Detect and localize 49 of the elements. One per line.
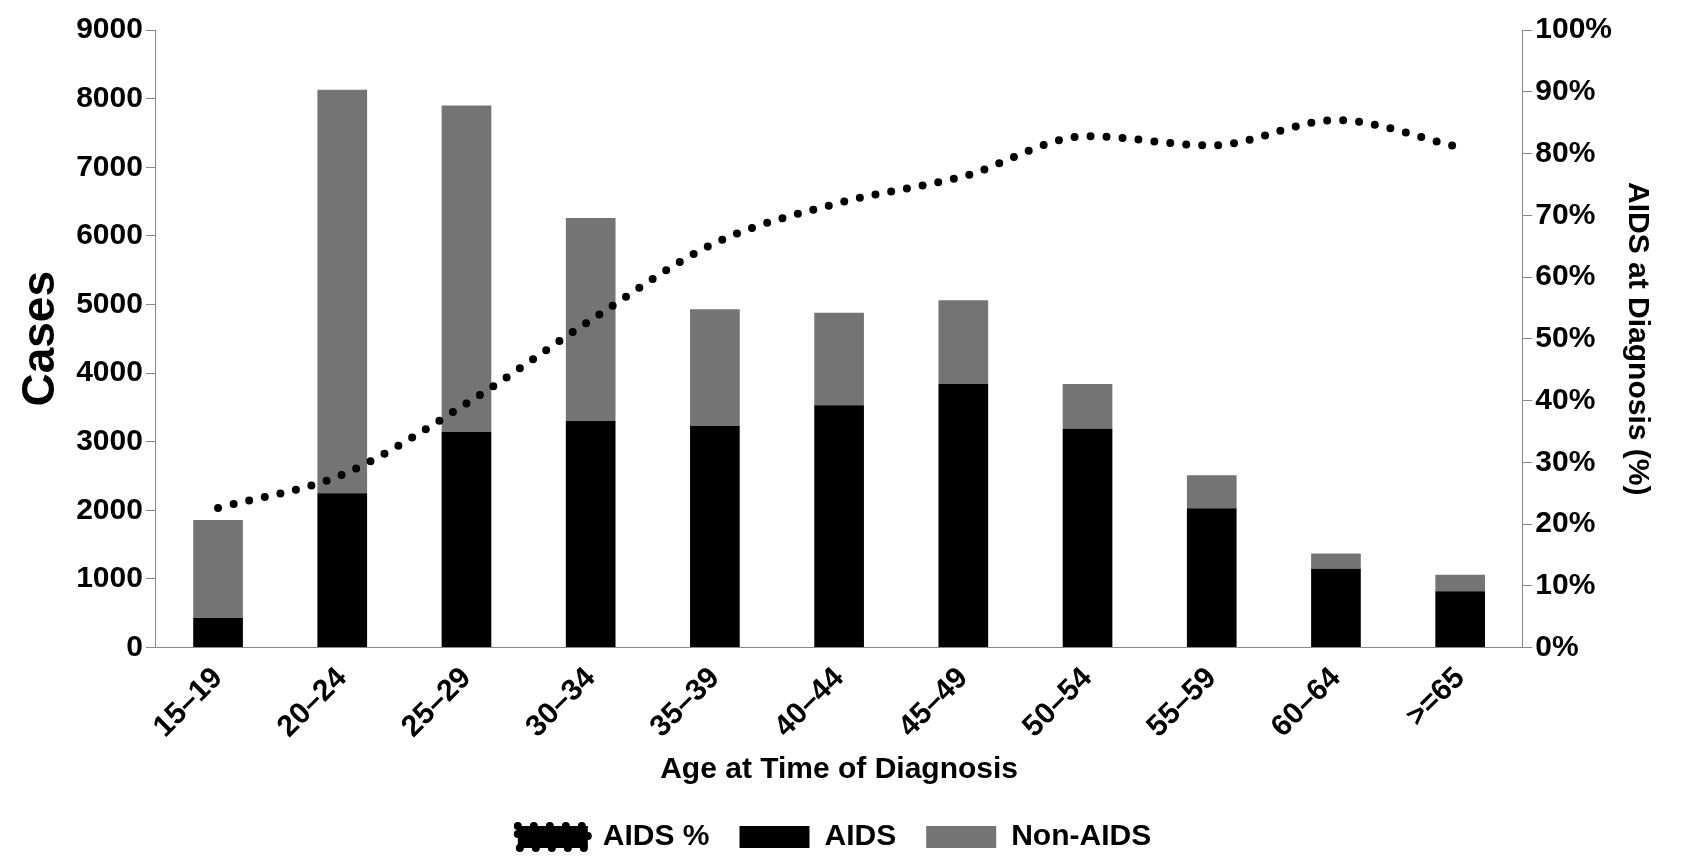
y2-tick-label: 0%: [1535, 628, 1579, 662]
bar: [1062, 428, 1113, 648]
y2-tick-label: 20%: [1535, 505, 1596, 539]
y-axis-title: Cases: [12, 271, 65, 407]
bar: [317, 493, 368, 648]
bar: [1435, 574, 1486, 592]
y-tick-label: 8000: [76, 79, 143, 113]
bar: [441, 105, 492, 433]
y-tick-label: 2000: [76, 491, 143, 525]
bar: [690, 309, 740, 426]
y2-tick-label: 60%: [1535, 258, 1596, 292]
legend-label: AIDS: [824, 818, 897, 852]
bar: [938, 384, 989, 648]
bar: [565, 421, 616, 648]
bar: [690, 425, 740, 648]
bar: [1062, 384, 1113, 429]
bar: [1186, 475, 1237, 509]
bar: [1186, 508, 1237, 648]
y2-tick-label: 10%: [1535, 567, 1596, 601]
bar: [938, 300, 989, 385]
legend-label: AIDS %: [602, 818, 710, 852]
bar: [1311, 553, 1361, 569]
y2-tick-label: 100%: [1535, 11, 1613, 45]
bar: [441, 432, 492, 648]
x-axis-title: Age at Time of Diagnosis: [660, 751, 1019, 785]
legend-label: Non-AIDS: [1011, 818, 1152, 852]
bar: [814, 312, 864, 406]
bar: [1311, 568, 1361, 648]
y-tick-label: 0: [126, 628, 143, 662]
y-tick-label: 9000: [76, 11, 143, 45]
y2-tick-label: 40%: [1535, 381, 1596, 415]
bar: [193, 618, 243, 648]
y-tick-label: 5000: [76, 285, 143, 319]
y-tick-label: 4000: [76, 354, 143, 388]
y2-tick-label: 30%: [1535, 443, 1596, 477]
bar: [193, 519, 243, 619]
bar: [814, 405, 864, 648]
bar: [1435, 591, 1486, 648]
y2-axis-title: AIDS at Diagnosis (%): [1622, 182, 1656, 496]
y-tick-label: 3000: [76, 422, 143, 456]
y2-tick-label: 50%: [1535, 320, 1596, 354]
y-tick-label: 6000: [76, 217, 143, 251]
y2-tick-label: 70%: [1535, 196, 1596, 230]
y2-tick-label: 90%: [1535, 73, 1596, 107]
y2-tick-label: 80%: [1535, 134, 1596, 168]
bar: [565, 218, 616, 422]
y-tick-label: 7000: [76, 148, 143, 182]
y-tick-label: 1000: [76, 560, 143, 594]
bar: [317, 89, 368, 494]
